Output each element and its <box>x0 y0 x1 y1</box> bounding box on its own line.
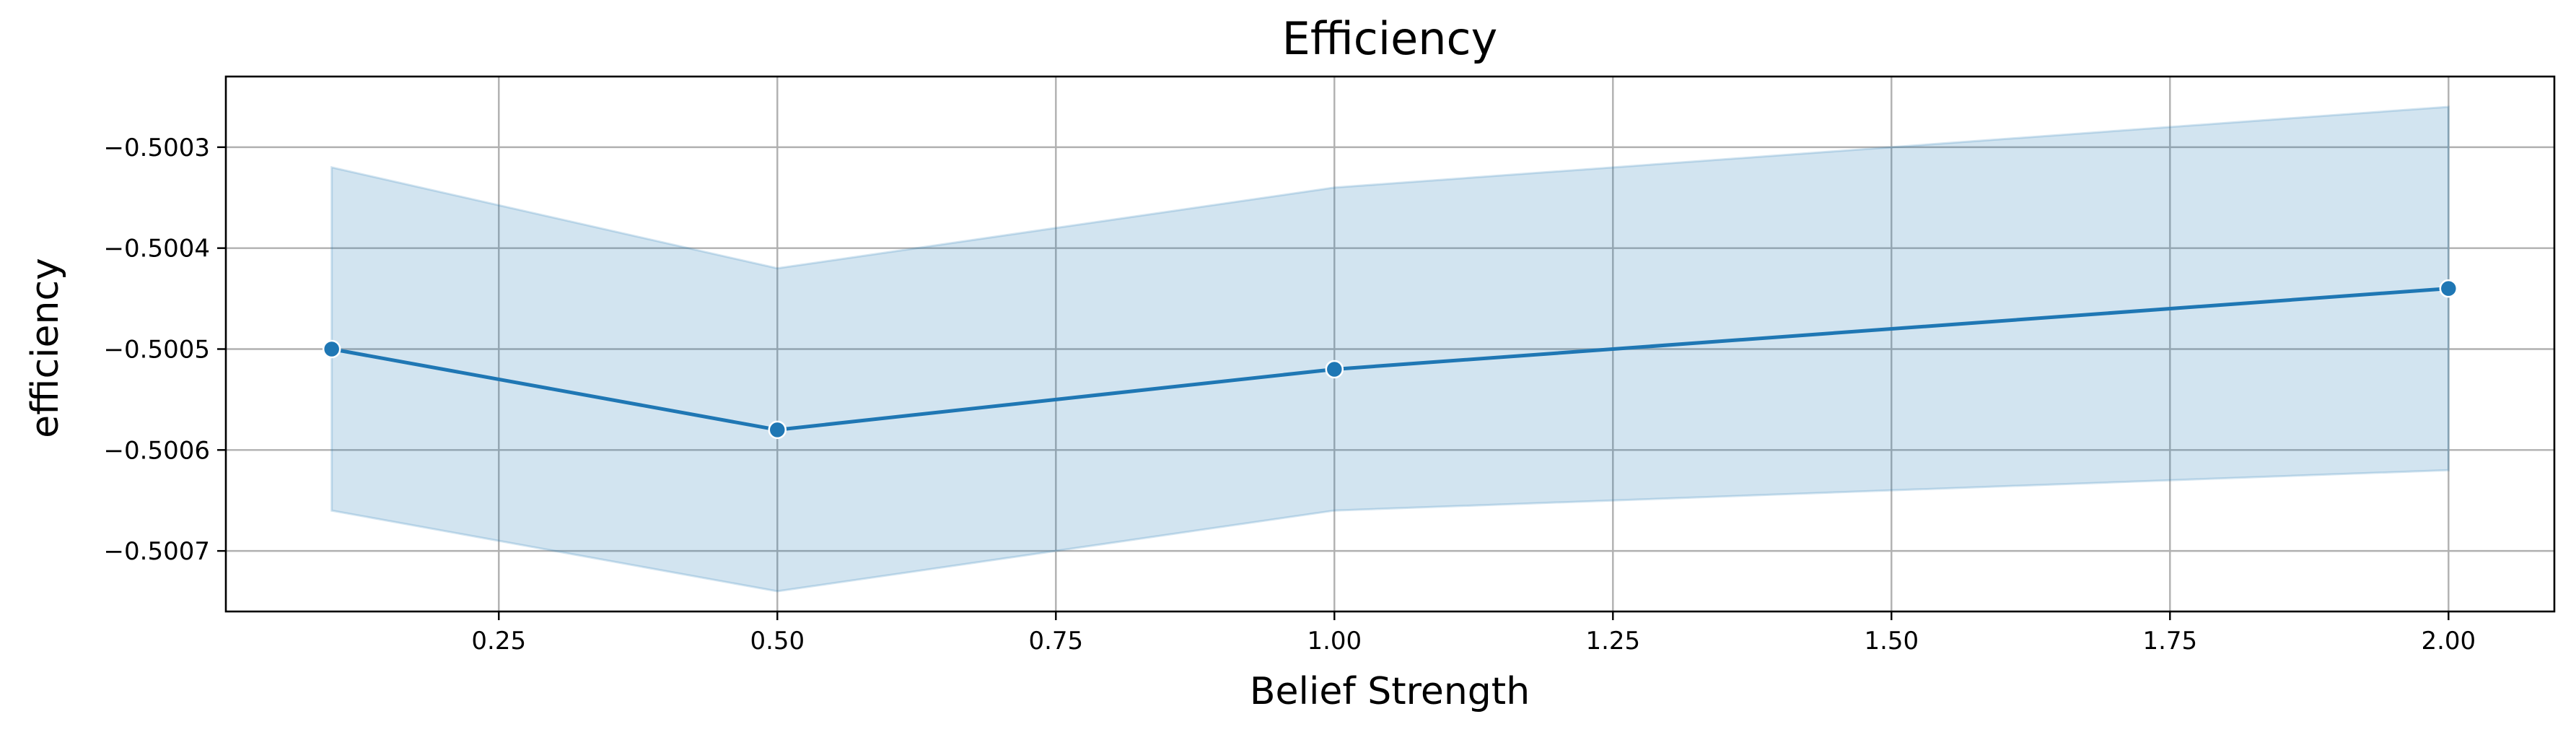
y-tick-label: −0.5003 <box>104 134 210 162</box>
axes-frame <box>224 75 2556 613</box>
x-tick-label: 1.50 <box>1864 627 1919 656</box>
x-tick-label: 0.75 <box>1028 627 1083 656</box>
data-point <box>768 420 787 440</box>
y-tick-label: −0.5006 <box>104 436 210 465</box>
chart-title: Efficiency <box>1282 12 1498 65</box>
x-tick-label: 2.00 <box>2421 627 2476 656</box>
y-tick-label: −0.5005 <box>104 335 210 364</box>
x-tick-label: 0.50 <box>750 627 805 656</box>
data-point <box>322 339 341 359</box>
data-point <box>1325 360 1344 379</box>
x-tick-label: 1.00 <box>1307 627 1362 656</box>
x-tick-label: 1.25 <box>1585 627 1640 656</box>
y-tick-label: −0.5007 <box>104 537 210 566</box>
series-line <box>330 287 2450 432</box>
x-tick-label: 1.75 <box>2142 627 2197 656</box>
y-tick-label: −0.5004 <box>104 235 210 264</box>
confidence-band <box>330 105 2450 593</box>
y-axis-title: efficiency <box>24 258 67 438</box>
x-axis-title: Belief Strength <box>1250 670 1530 713</box>
plot-area: 0.25 0.50 0.75 1.00 1.25 1.50 1.75 2.00 −0.5003 −… <box>104 75 2556 656</box>
x-tick-label: 0.25 <box>471 627 526 656</box>
data-point <box>2439 279 2458 298</box>
